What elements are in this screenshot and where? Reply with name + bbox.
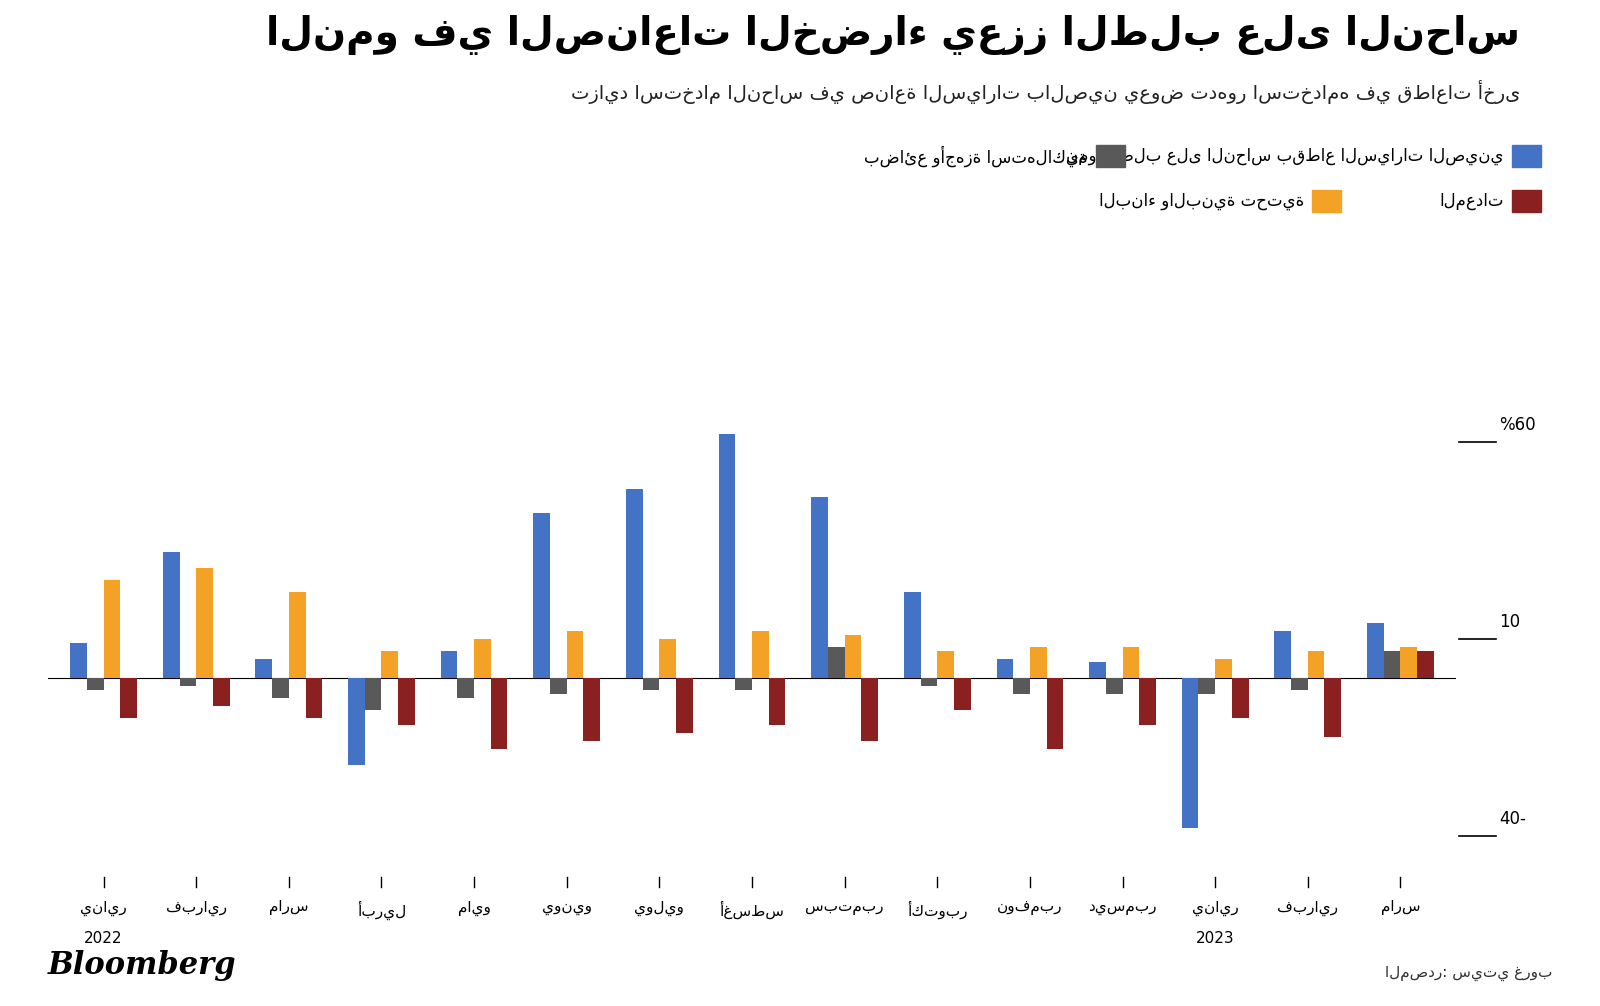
Text: 40-: 40- [1499, 810, 1526, 828]
Bar [626, 489, 643, 678]
Bar [920, 678, 938, 686]
Bar [256, 659, 272, 678]
Bar [1139, 678, 1155, 725]
Bar [659, 639, 677, 678]
Bar [1046, 678, 1064, 749]
Text: تزايد استخدام النحاس في صناعة السيارات بالصين يعوض تدهور استخدامه في قطاعات أخرى: تزايد استخدام النحاس في صناعة السيارات ب… [571, 80, 1520, 105]
Text: نوفمبر: نوفمبر [997, 900, 1062, 915]
Bar [1275, 631, 1291, 678]
Bar [179, 678, 197, 686]
Bar [997, 659, 1013, 678]
Bar [845, 635, 861, 678]
Text: فبراير: فبراير [1277, 900, 1338, 915]
Bar [1030, 647, 1046, 678]
Bar [213, 678, 229, 706]
Bar [120, 678, 138, 717]
Bar [768, 678, 786, 725]
Bar [349, 678, 365, 765]
Bar [365, 678, 381, 710]
Bar [1106, 678, 1123, 694]
Bar [306, 678, 322, 717]
Bar [70, 643, 86, 678]
Text: يناير: يناير [1192, 900, 1238, 915]
Bar [736, 678, 752, 690]
Text: يوليو: يوليو [635, 900, 685, 915]
Text: بضائع وأجهزة استهلاكية: بضائع وأجهزة استهلاكية [864, 145, 1088, 167]
Bar [398, 678, 414, 725]
Bar [566, 631, 584, 678]
Bar [1182, 678, 1198, 828]
Text: فبراير: فبراير [166, 900, 227, 915]
Bar [1198, 678, 1214, 694]
Bar [1123, 647, 1139, 678]
Bar [584, 678, 600, 741]
Bar [197, 567, 213, 678]
Bar [86, 678, 104, 690]
Bar [752, 631, 768, 678]
Bar [1090, 662, 1106, 678]
Bar [1418, 651, 1434, 678]
Bar [272, 678, 290, 698]
Text: 10: 10 [1499, 613, 1520, 631]
Bar [904, 592, 920, 678]
Text: مارس: مارس [269, 900, 309, 915]
Bar [954, 678, 971, 710]
Bar [163, 552, 179, 678]
Bar [458, 678, 474, 698]
Bar [550, 678, 566, 694]
Text: ديسمبر: ديسمبر [1088, 900, 1157, 915]
Bar [677, 678, 693, 733]
Bar [1366, 623, 1384, 678]
Bar [381, 651, 398, 678]
Text: 2023: 2023 [1195, 931, 1235, 946]
Bar [643, 678, 659, 690]
Bar [1400, 647, 1418, 678]
Bar [1013, 678, 1030, 694]
Bar [718, 434, 736, 678]
Bar [1384, 651, 1400, 678]
Text: سبتمبر: سبتمبر [805, 900, 883, 915]
Bar [1325, 678, 1341, 737]
Text: مارس: مارس [1381, 900, 1421, 915]
Text: النمو في الصناعات الخضراء يعزز الطلب على النحاس: النمو في الصناعات الخضراء يعزز الطلب على… [266, 15, 1520, 55]
Bar [1307, 651, 1325, 678]
Bar [290, 592, 306, 678]
Text: المصدر: سيتي غروب: المصدر: سيتي غروب [1384, 966, 1552, 981]
Text: يونيو: يونيو [542, 900, 592, 915]
Bar [1214, 659, 1232, 678]
Text: أبريل: أبريل [357, 900, 406, 919]
Text: %60: %60 [1499, 415, 1536, 434]
Bar [1232, 678, 1248, 717]
Bar [474, 639, 491, 678]
Bar [440, 651, 458, 678]
Text: البناء والبنية تحتية: البناء والبنية تحتية [1099, 192, 1304, 210]
Bar [861, 678, 878, 741]
Bar [491, 678, 507, 749]
Text: Bloomberg: Bloomberg [48, 950, 237, 981]
Bar [104, 579, 120, 678]
Text: 2022: 2022 [85, 931, 123, 946]
Text: يناير: يناير [80, 900, 126, 915]
Bar [827, 647, 845, 678]
Text: أغسطس: أغسطس [720, 900, 784, 918]
Bar [1291, 678, 1307, 690]
Bar [938, 651, 954, 678]
Text: نمو الطلب على النحاس بقطاع السيارات الصيني: نمو الطلب على النحاس بقطاع السيارات الصي… [1067, 147, 1504, 165]
Bar [533, 513, 550, 678]
Bar [811, 497, 827, 678]
Text: مايو: مايو [458, 900, 491, 915]
Text: أكتوبر: أكتوبر [907, 900, 968, 918]
Text: المعدات: المعدات [1440, 192, 1504, 210]
